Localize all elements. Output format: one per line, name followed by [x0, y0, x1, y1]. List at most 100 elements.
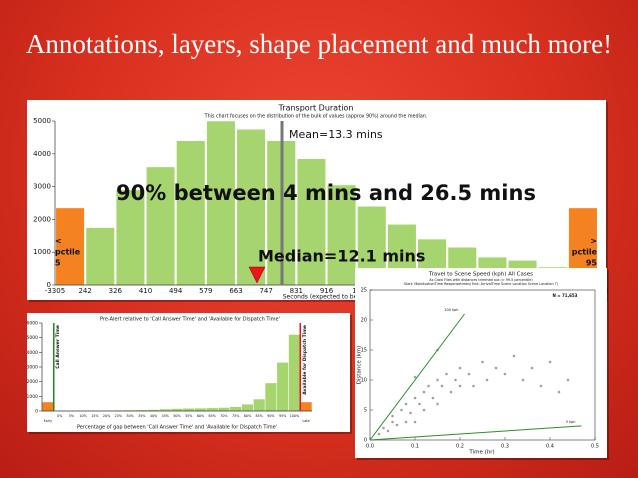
x-tick-label: Early [44, 419, 52, 423]
y-tick-label: 4000 [33, 150, 51, 158]
x-tick-label: 20% [103, 414, 110, 418]
x-tick-label: 60% [197, 414, 204, 418]
reference-label: 5 kph [566, 420, 576, 424]
x-tick-label: 75% [232, 414, 239, 418]
point [557, 390, 561, 394]
slide-title: Annotations, layers, shape placement and… [25, 29, 613, 59]
x-tick-label: 95% [279, 414, 286, 418]
x-tick-label: 80% [244, 414, 251, 418]
bar [159, 409, 171, 411]
y-tick-label: 0 [35, 409, 38, 415]
x-tick-label: 0.3 [501, 444, 509, 450]
point [530, 366, 534, 370]
point [481, 360, 484, 364]
chart-subtitle: As Crow Flies with distances trimmed out… [429, 278, 533, 282]
y-tick-label: 5 [364, 408, 367, 414]
point [404, 402, 408, 406]
x-axis-label: Percentage of gap between 'Call Answer T… [77, 425, 277, 431]
y-axis-label: Distance (km) [357, 346, 363, 385]
x-tick-label: 90% [267, 414, 274, 418]
bar [300, 402, 312, 411]
x-tick-label: 5% [69, 414, 74, 418]
bar [183, 408, 195, 411]
high-label: 95 [586, 259, 598, 268]
point [431, 396, 435, 400]
point [391, 420, 394, 424]
point [413, 375, 417, 379]
point [440, 384, 444, 388]
x-tick-label: 50% [173, 414, 180, 418]
x-tick-label: -3305 [45, 287, 65, 295]
point [472, 384, 475, 388]
y-tick-label: 6000 [27, 321, 39, 327]
x-axis-label: Seconds (expected to be [283, 294, 358, 301]
bar [136, 410, 148, 411]
y-tick-label: 3000 [33, 183, 51, 191]
reference-label: 100 kph [444, 308, 458, 312]
point [449, 390, 453, 394]
x-tick-label: 0% [57, 414, 62, 418]
x-tick-label: 100% [290, 414, 299, 418]
bar [277, 362, 289, 411]
point [391, 414, 394, 418]
bar [230, 406, 242, 411]
x-tick-label: Late [303, 419, 310, 423]
y-tick-label: 20 [361, 318, 367, 324]
x-tick-label: 242 [78, 287, 91, 295]
point [566, 378, 570, 382]
x-tick-label: 10% [79, 414, 86, 418]
x-tick-label: 0.0 [366, 444, 374, 450]
low-label: pctile [55, 248, 81, 257]
note: N = 71,653 [553, 293, 578, 298]
point [436, 378, 439, 382]
bar [42, 402, 54, 411]
x-tick-label: 663 [229, 287, 242, 295]
point [413, 420, 417, 424]
high-label: > [590, 237, 597, 246]
point [539, 384, 543, 388]
point [454, 378, 457, 382]
bar [206, 408, 218, 411]
range-label: 90% between 4 mins and 26.5 mins [116, 181, 536, 205]
x-tick-label: 326 [109, 287, 123, 295]
point [521, 378, 525, 382]
bar [241, 404, 254, 411]
point [409, 411, 412, 415]
x-tick-label: 494 [169, 287, 183, 295]
point [386, 429, 390, 433]
point [445, 372, 448, 376]
point [503, 372, 507, 376]
high-label: pctile [572, 248, 598, 257]
y-tick-label: 0 [47, 281, 51, 289]
y-tick-label: 5000 [33, 117, 51, 125]
y-tick-label: 15 [361, 348, 367, 354]
point [458, 384, 462, 388]
point [422, 408, 426, 412]
bar [146, 166, 176, 286]
chart-title: Pre-Alert relative to 'Call Answer Time'… [100, 317, 280, 323]
x-tick-label: 35% [138, 414, 145, 418]
bar [253, 399, 265, 411]
reference-line [369, 313, 465, 441]
x-tick-label: 831 [290, 287, 303, 295]
bar [265, 383, 277, 411]
x-tick-label: 579 [199, 287, 212, 295]
point [512, 354, 516, 358]
y-tick-label: 3000 [27, 365, 39, 371]
end-label: Available for Dispatch Time [302, 325, 308, 395]
x-tick-label: 25% [115, 414, 122, 418]
low-label: < [55, 237, 62, 246]
bar [115, 189, 145, 286]
point [400, 408, 403, 412]
plot-area [369, 289, 596, 441]
point [422, 390, 426, 394]
bar [147, 409, 160, 411]
low-label: 5 [55, 259, 61, 268]
bar [236, 128, 266, 286]
x-tick-label: 747 [259, 287, 272, 295]
bar [171, 408, 183, 411]
x-tick-label: 70% [220, 414, 227, 418]
y-tick-label: 0 [364, 438, 367, 444]
x-tick-label: 0.1 [411, 444, 419, 450]
bar [296, 158, 326, 286]
